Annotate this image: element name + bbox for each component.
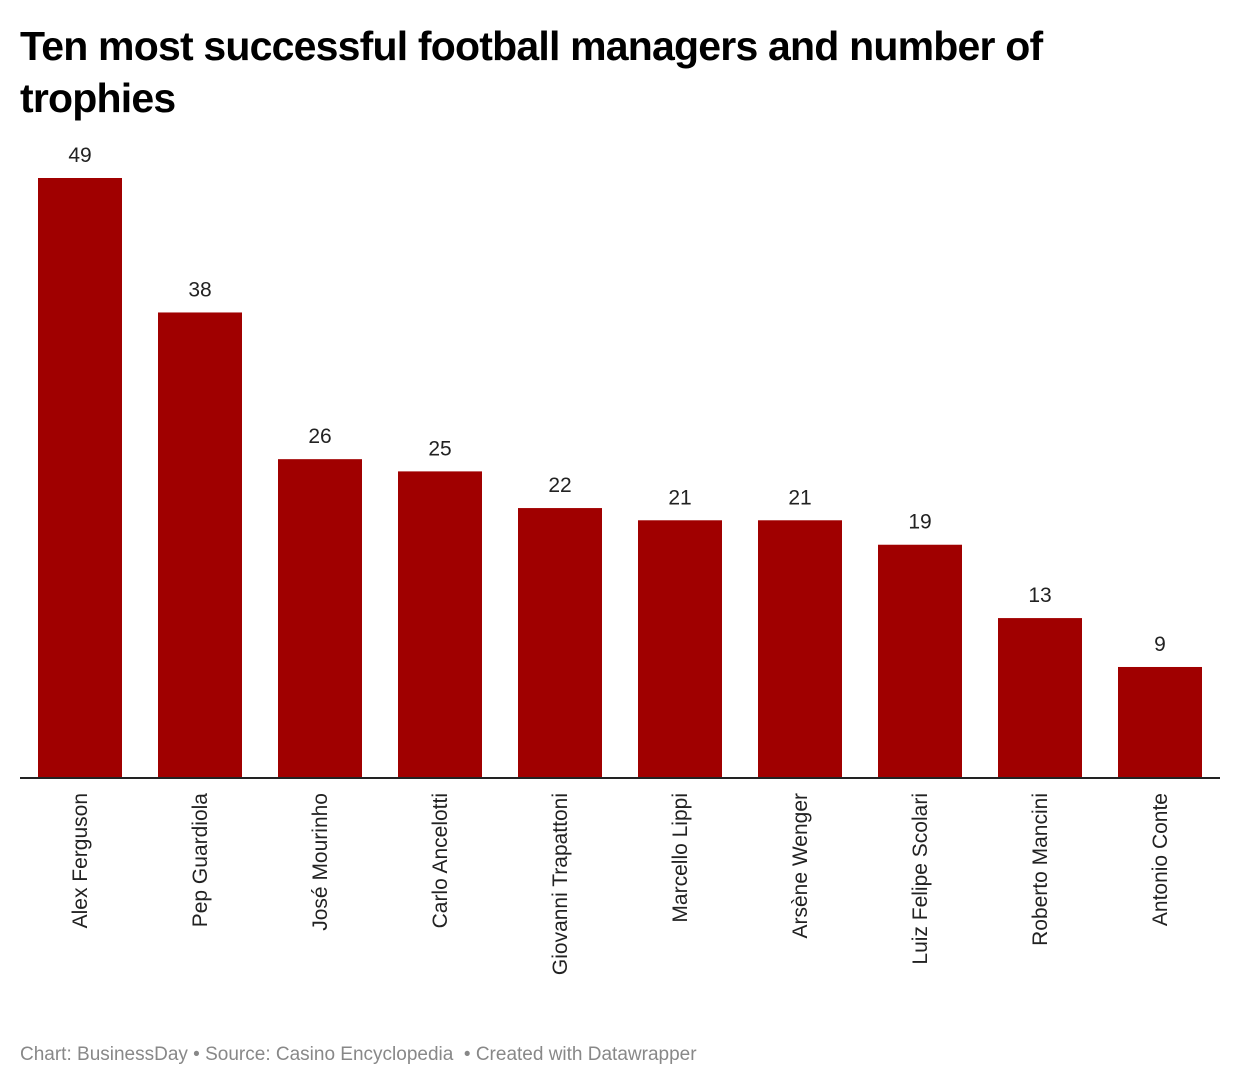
datawrapper-link[interactable]: Created with Datawrapper [475, 1044, 697, 1065]
category-label: Antonio Conte [1149, 793, 1172, 926]
chart-footer: Chart: BusinessDay • Source: Casino Ency… [20, 1044, 697, 1066]
category-label: Marcello Lippi [669, 793, 692, 923]
bar-antonio-conte [1118, 666, 1202, 777]
value-label: 49 [68, 144, 91, 167]
bar-ars-ne-wenger [758, 520, 842, 777]
category-label: Luiz Felipe Scolari [909, 793, 932, 965]
chart-title: Ten most successful football managers an… [20, 23, 1043, 121]
value-label: 21 [668, 486, 691, 509]
bar-carlo-ancelotti [398, 471, 482, 777]
chart-credit: Chart: BusinessDay [20, 1044, 188, 1065]
source-link[interactable]: Source: Casino Encyclopedia [205, 1044, 454, 1065]
footer-separator: • [187, 1044, 206, 1065]
value-labels-group: 49 38 26 25 22 21 21 19 13 9 [68, 144, 1166, 656]
value-label: 22 [548, 474, 571, 497]
bar-marcello-lippi [638, 520, 722, 777]
category-label: José Mourinho [309, 793, 332, 931]
category-label: Giovanni Trapattoni [549, 793, 572, 975]
value-label: 13 [1028, 584, 1051, 607]
value-label: 25 [428, 437, 451, 460]
category-labels-group: Alex Ferguson Pep Guardiola José Mourinho C… [69, 793, 1172, 975]
bar-alex-ferguson [38, 178, 122, 777]
bar-giovanni-trapattoni [518, 508, 602, 777]
bar-luiz-felipe-scolari [878, 544, 962, 777]
category-label: Carlo Ancelotti [429, 793, 452, 928]
category-label: Roberto Mancini [1029, 793, 1052, 946]
value-label: 26 [308, 425, 331, 448]
value-label: 38 [188, 278, 211, 301]
bar-roberto-mancini [998, 618, 1082, 777]
category-label: Arsène Wenger [789, 793, 812, 939]
value-label: 21 [788, 486, 811, 509]
bar-chart: 49 38 26 25 22 21 21 19 13 9 Alex Ferguson Pep Gua… [20, 144, 1220, 975]
footer-separator: • [453, 1044, 476, 1065]
bar-pep-guardiola [158, 312, 242, 777]
bars-group [38, 178, 1202, 777]
value-label: 19 [908, 511, 931, 534]
category-label: Alex Ferguson [69, 793, 92, 928]
bar-jos-mourinho [278, 459, 362, 777]
value-label: 9 [1154, 633, 1166, 656]
category-label: Pep Guardiola [189, 793, 212, 928]
